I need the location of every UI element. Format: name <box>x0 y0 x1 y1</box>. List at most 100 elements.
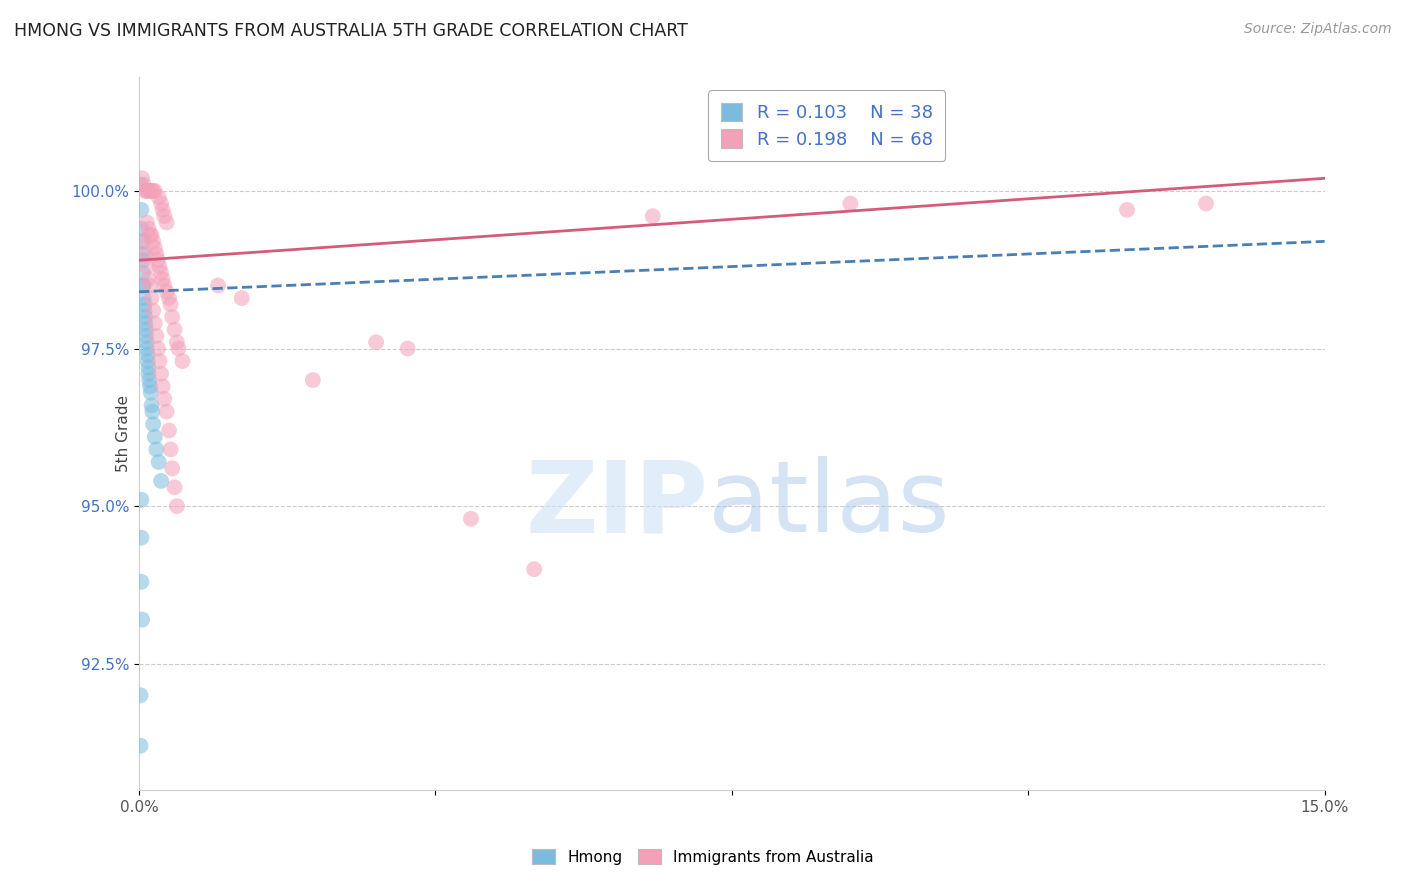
Point <box>131 574 153 589</box>
Point <box>141 291 163 305</box>
Point <box>231 291 253 305</box>
Point <box>132 278 155 293</box>
Point <box>138 184 160 198</box>
Point <box>153 209 176 223</box>
Point <box>207 278 229 293</box>
Point <box>139 278 162 293</box>
Point <box>135 323 157 337</box>
Point <box>152 272 174 286</box>
Point <box>148 354 170 368</box>
Point <box>145 329 167 343</box>
Text: Source: ZipAtlas.com: Source: ZipAtlas.com <box>1244 22 1392 37</box>
Point <box>159 442 181 457</box>
Point <box>143 316 166 330</box>
Point <box>138 373 160 387</box>
Point <box>364 335 387 350</box>
Point <box>156 285 179 299</box>
Point <box>135 184 157 198</box>
Point <box>142 303 165 318</box>
Point <box>150 474 173 488</box>
Point <box>148 190 170 204</box>
Point <box>302 373 325 387</box>
Point <box>136 354 159 368</box>
Point <box>145 442 167 457</box>
Point <box>163 323 186 337</box>
Point <box>143 241 166 255</box>
Point <box>143 430 166 444</box>
Point <box>160 310 183 324</box>
Point <box>132 178 155 192</box>
Y-axis label: 5th Grade: 5th Grade <box>115 395 131 472</box>
Point <box>138 221 160 235</box>
Point <box>166 335 188 350</box>
Point <box>141 184 163 198</box>
Point <box>150 266 173 280</box>
Point <box>157 424 180 438</box>
Point <box>139 228 162 243</box>
Point <box>1116 202 1139 217</box>
Point <box>166 499 188 513</box>
Point <box>523 562 546 576</box>
Point <box>142 184 165 198</box>
Point <box>152 379 174 393</box>
Point <box>139 379 162 393</box>
Point <box>134 247 156 261</box>
Point <box>135 215 157 229</box>
Point <box>135 260 157 274</box>
Point <box>150 196 173 211</box>
Point <box>157 291 180 305</box>
Point <box>138 367 160 381</box>
Point <box>135 335 157 350</box>
Point <box>131 221 153 235</box>
Point <box>141 398 163 412</box>
Point <box>146 253 169 268</box>
Point <box>131 613 153 627</box>
Point <box>641 209 664 223</box>
Point <box>396 342 419 356</box>
Point <box>131 171 153 186</box>
Point <box>139 184 162 198</box>
Point <box>131 247 153 261</box>
Point <box>159 297 181 311</box>
Point <box>143 184 166 198</box>
Point <box>131 235 153 249</box>
Point <box>148 455 170 469</box>
Point <box>160 461 183 475</box>
Point <box>134 310 156 324</box>
Point <box>134 303 156 318</box>
Point <box>839 196 862 211</box>
Point <box>460 512 482 526</box>
Point <box>135 329 157 343</box>
Point <box>135 342 157 356</box>
Point <box>138 360 160 375</box>
Point <box>153 392 176 406</box>
Point <box>146 342 169 356</box>
Point <box>163 480 186 494</box>
Point <box>132 291 155 305</box>
Point <box>129 178 152 192</box>
Point <box>139 385 162 400</box>
Point <box>132 266 155 280</box>
Point <box>150 367 173 381</box>
Point <box>134 184 156 198</box>
Text: HMONG VS IMMIGRANTS FROM AUSTRALIA 5TH GRADE CORRELATION CHART: HMONG VS IMMIGRANTS FROM AUSTRALIA 5TH G… <box>14 22 688 40</box>
Point <box>131 492 153 507</box>
Point <box>132 253 155 268</box>
Point <box>134 316 156 330</box>
Point <box>142 417 165 432</box>
Point <box>132 235 155 249</box>
Text: atlas: atlas <box>709 457 949 553</box>
Point <box>153 278 176 293</box>
Point <box>156 215 179 229</box>
Point <box>131 531 153 545</box>
Point <box>1195 196 1218 211</box>
Point <box>138 272 160 286</box>
Point <box>141 228 163 243</box>
Point <box>132 278 155 293</box>
Point <box>145 247 167 261</box>
Point <box>167 342 190 356</box>
Point <box>136 348 159 362</box>
Legend: R = 0.103    N = 38, R = 0.198    N = 68: R = 0.103 N = 38, R = 0.198 N = 68 <box>709 90 945 161</box>
Point <box>142 235 165 249</box>
Legend: Hmong, Immigrants from Australia: Hmong, Immigrants from Australia <box>526 843 880 871</box>
